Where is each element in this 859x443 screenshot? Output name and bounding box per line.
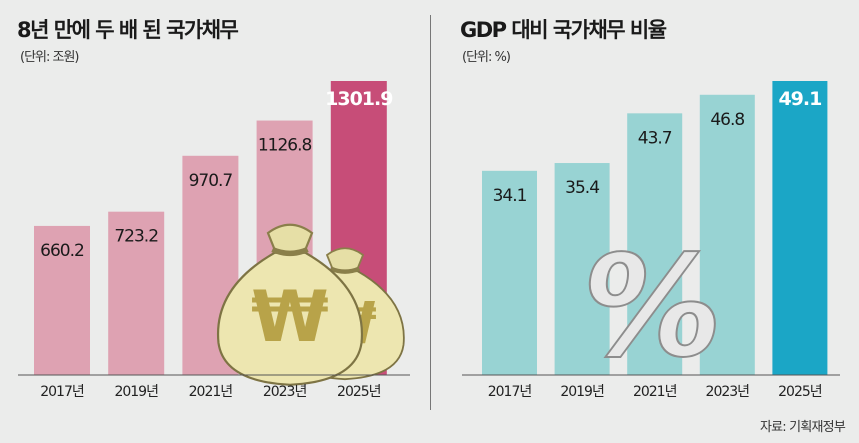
category-label-1-0: 2017년 <box>488 384 532 400</box>
category-label-1-1: 2019년 <box>560 384 604 400</box>
value-label-1-3: 46.8 <box>710 110 744 130</box>
value-label-1-2: 43.7 <box>638 128 672 148</box>
left-chart-title: 8년 만에 두 배 된 국가채무 <box>17 18 239 42</box>
category-label-1-3: 2023년 <box>706 384 750 400</box>
money-bag-icon: ₩ <box>216 223 364 386</box>
category-label-1-4: 2025년 <box>778 384 822 400</box>
value-label-1-0: 34.1 <box>493 186 527 206</box>
bar-1-0 <box>482 170 537 375</box>
value-label-0-0: 660.2 <box>40 241 84 261</box>
bar-1-1 <box>554 163 610 375</box>
category-label-0-1: 2019년 <box>114 384 158 400</box>
value-label-0-2: 970.7 <box>189 171 233 191</box>
category-label-0-4: 2025년 <box>337 384 381 400</box>
category-label-0-3: 2023년 <box>263 384 307 400</box>
bar-0-1 <box>108 211 165 375</box>
bar-1-4 <box>772 81 828 375</box>
right-chart-title: GDP 대비 국가채무 비율 <box>460 18 667 42</box>
right-chart-unit: (단위: %) <box>462 50 511 65</box>
category-label-0-0: 2017년 <box>40 384 84 400</box>
bar-1-3 <box>699 94 755 375</box>
bar-0-0 <box>34 225 90 375</box>
source-note: 자료: 기획재정부 <box>759 420 846 435</box>
panel-divider <box>430 15 431 410</box>
category-label-1-2: 2021년 <box>633 384 677 400</box>
value-label-0-3: 1126.8 <box>258 136 312 156</box>
value-label-0-4: 1301.9 <box>325 88 392 110</box>
value-label-1-1: 35.4 <box>565 178 599 198</box>
left-chart-unit: (단위: 조원) <box>20 50 79 65</box>
bar-1-2 <box>627 113 683 375</box>
svg-text:₩: ₩ <box>251 276 329 358</box>
category-label-0-2: 2021년 <box>189 384 233 400</box>
percent-icon: % <box>570 226 733 389</box>
value-label-0-1: 723.2 <box>114 227 158 247</box>
money-bags-decoration: ₩₩ <box>216 223 405 386</box>
value-label-1-4: 49.1 <box>778 88 821 110</box>
